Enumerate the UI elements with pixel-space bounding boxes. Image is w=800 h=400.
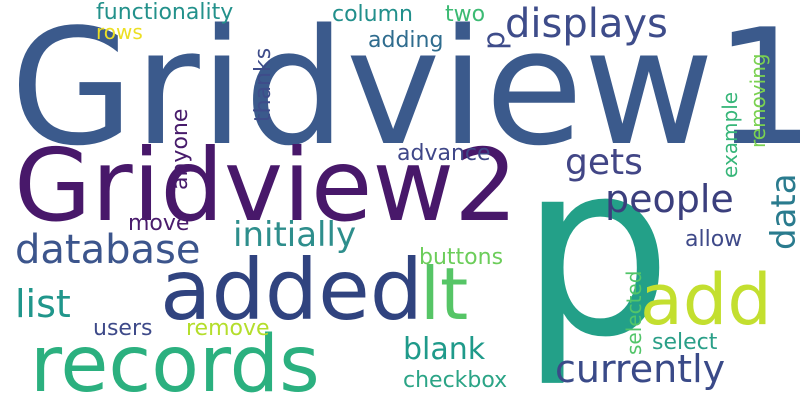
word-rows: rows: [96, 20, 143, 44]
word-gridview2: Gridview2: [14, 127, 518, 244]
word-move: move: [128, 211, 190, 236]
word-records: records: [30, 320, 320, 400]
word-add: add: [640, 259, 772, 341]
word-gridview1: Gridview1: [10, 0, 800, 181]
word-select: select: [652, 330, 718, 355]
word-gets: gets: [565, 142, 643, 183]
word-selected: selected: [622, 270, 646, 355]
word-advance: advance: [397, 141, 491, 166]
word-allow: allow: [685, 227, 743, 252]
word-list: list: [15, 282, 71, 326]
word-blank: blank: [403, 332, 486, 367]
word-it: lt: [420, 252, 469, 336]
word-functionality: functionality: [96, 0, 234, 25]
word-two: two: [445, 2, 486, 27]
word-people: people: [605, 177, 734, 221]
word-p: p: [520, 110, 673, 390]
word-checkbox: checkbox: [403, 368, 508, 393]
word-column: column: [332, 2, 413, 27]
word-p-vertical: p: [477, 30, 512, 50]
word-displays: displays: [505, 1, 668, 47]
word-added: added: [160, 241, 424, 339]
word-currently: currently: [555, 347, 726, 391]
word-example: example: [718, 91, 742, 178]
word-adding: adding: [368, 28, 444, 53]
word-users: users: [93, 316, 153, 341]
word-removing: removing: [746, 53, 770, 148]
word-remove: remove: [186, 316, 270, 341]
word-thanks: thanks: [251, 47, 276, 122]
word-initially: initially: [233, 215, 357, 255]
word-data: data: [764, 173, 800, 250]
word-anyone: anyone: [168, 108, 193, 190]
word-database: database: [15, 227, 201, 273]
word-buttons: buttons: [419, 245, 504, 270]
